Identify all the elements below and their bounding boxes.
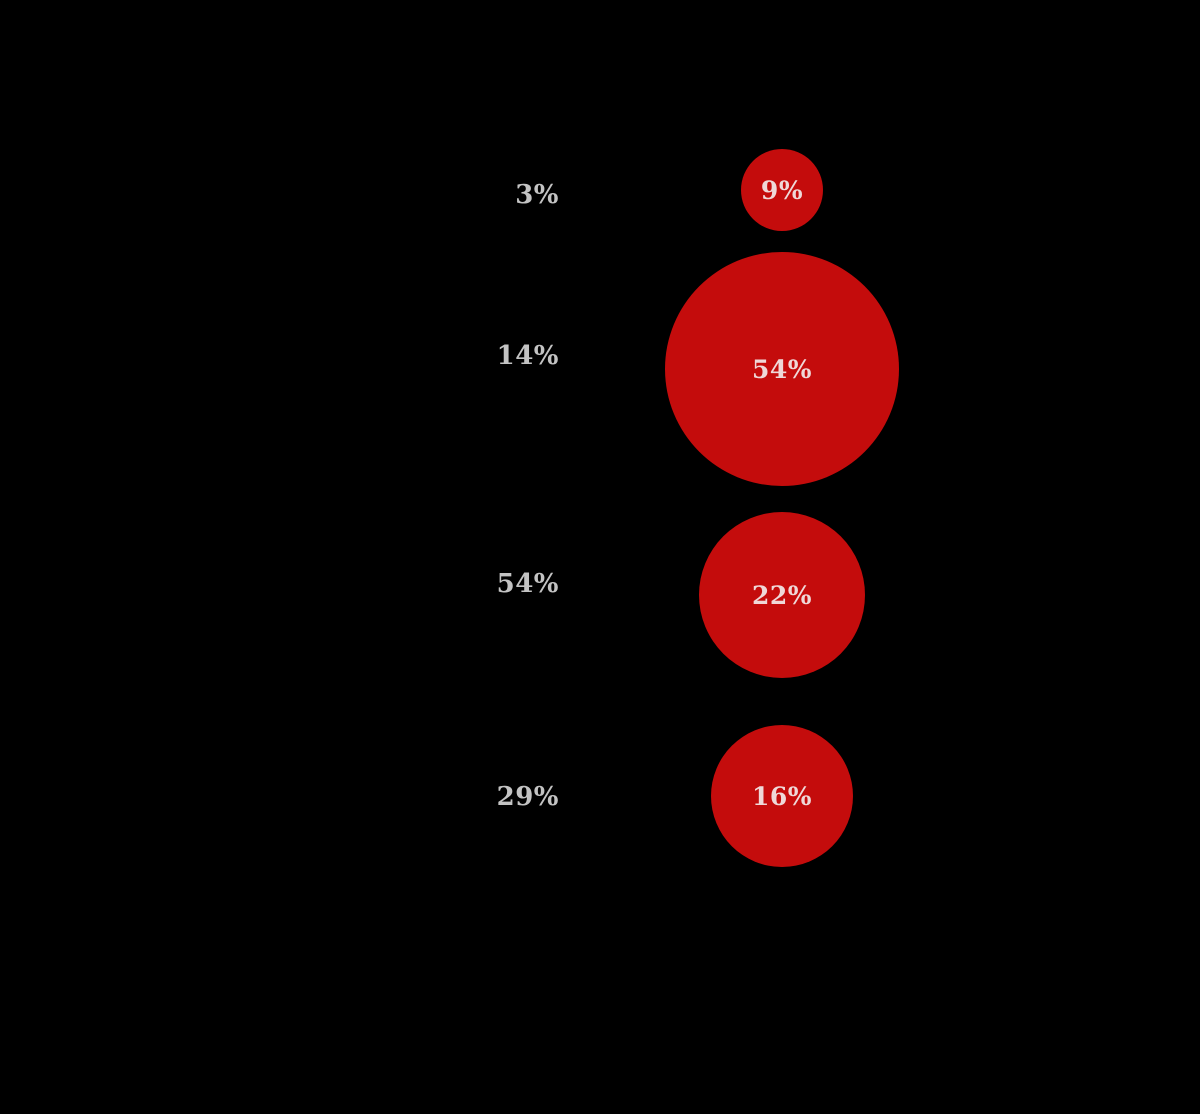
left-value-label: 29% [496,782,559,812]
left-value-label: 54% [496,569,559,599]
bubble-value-label: 54% [751,354,813,384]
left-value-label: 14% [496,341,559,371]
bubble: 16% [711,725,853,867]
bubble: 54% [665,252,899,486]
left-value-label: 3% [515,180,559,210]
bubble-value-label: 16% [751,781,813,811]
bubble-value-label: 22% [751,580,813,610]
bubble: 22% [699,512,865,678]
bubble: 9% [741,149,823,231]
bubble-value-label: 9% [760,175,804,205]
